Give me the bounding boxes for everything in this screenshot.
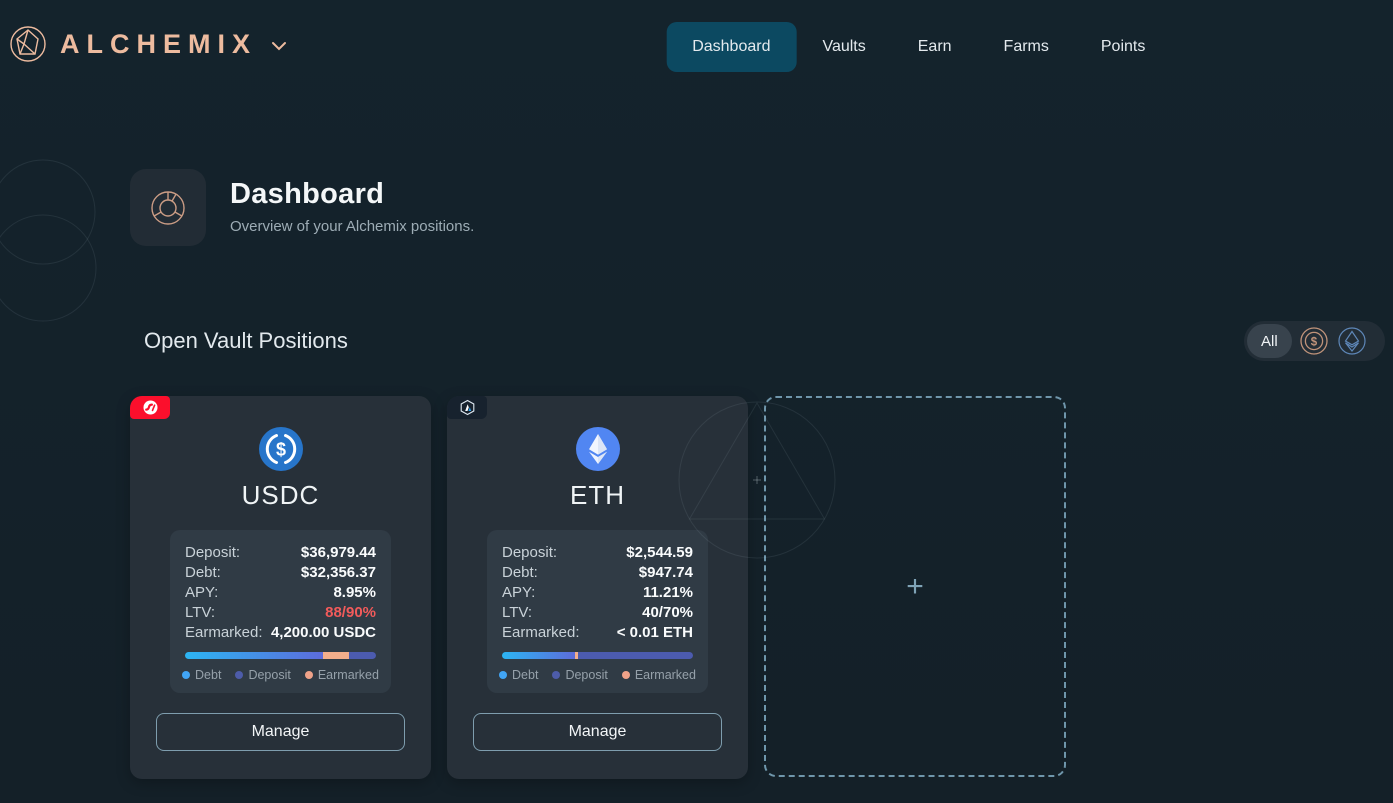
alchemix-gem-icon (10, 26, 46, 62)
filter-usdc-button[interactable]: $ (1298, 325, 1330, 357)
manage-button[interactable]: Manage (156, 713, 405, 751)
stat-row-debt: Debt: $947.74 (502, 563, 693, 583)
stat-label: Deposit: (185, 544, 241, 561)
filter-all-button[interactable]: All (1247, 324, 1292, 358)
deco-circle-1 (0, 159, 96, 265)
stat-value: $32,356.37 (300, 564, 376, 581)
arbitrum-icon (460, 399, 474, 416)
stat-label: Deposit: (502, 544, 558, 561)
chevron-down-icon (272, 42, 286, 51)
vault-stats-panel: Deposit: $36,979.44 Debt: $32,356.37 APY… (170, 530, 391, 693)
deposit-dot-icon (552, 671, 561, 679)
stat-value: 11.21% (642, 584, 693, 601)
usdc-token-icon: $ (258, 427, 303, 471)
stat-row-earmarked: Earmarked: < 0.01 ETH (502, 623, 693, 643)
stat-label: LTV: (185, 604, 216, 621)
vault-stats-panel: Deposit: $2,544.59 Debt: $947.74 APY: 11… (487, 530, 708, 693)
bar-segment-debt (185, 652, 324, 659)
top-navigation-bar: ALCHEMIX Dashboard Vaults Earn Farms Poi… (0, 0, 1393, 93)
main-nav: Dashboard Vaults Earn Farms Points (666, 22, 1171, 72)
page-header: Dashboard Overview of your Alchemix posi… (230, 178, 474, 235)
bar-legend: Debt Deposit Earmarked (499, 668, 696, 682)
bar-segment-deposit (578, 652, 693, 659)
manage-button[interactable]: Manage (473, 713, 722, 751)
alchemix-logo[interactable]: ALCHEMIX (8, 24, 287, 64)
stat-label: APY: (502, 584, 536, 601)
bar-segment-deposit (349, 652, 376, 659)
stat-row-deposit: Deposit: $2,544.59 (502, 543, 693, 563)
bar-segment-earmarked (323, 652, 350, 659)
stat-value: $36,979.44 (300, 544, 376, 561)
bar-legend: Debt Deposit Earmarked (182, 668, 379, 682)
deco-circle-2 (0, 214, 97, 322)
stat-row-earmarked: Earmarked: 4,200.00 USDC (185, 623, 376, 643)
plus-icon: + (906, 569, 924, 603)
deposit-dot-icon (235, 671, 244, 679)
svg-text:$: $ (275, 440, 285, 460)
stat-value-ltv-warning: 88/90% (325, 604, 376, 621)
filter-eth-button[interactable] (1336, 325, 1368, 357)
tab-farms[interactable]: Farms (1003, 38, 1049, 55)
stat-label: Earmarked: (502, 624, 580, 641)
stat-label: LTV: (502, 604, 533, 621)
page-subtitle: Overview of your Alchemix positions. (230, 218, 475, 235)
token-name: USDC (241, 480, 320, 510)
usdc-coin-icon: $ (1300, 327, 1328, 355)
tab-earn[interactable]: Earn (917, 38, 952, 55)
earmarked-dot-icon (621, 671, 630, 679)
vault-filter-group: All $ (1244, 321, 1385, 361)
vault-cards-row: $ USDC Deposit: $36,979.44 Debt: $32,356… (130, 396, 1066, 779)
arbitrum-network-badge (447, 396, 487, 419)
vault-card-usdc: $ USDC Deposit: $36,979.44 Debt: $32,356… (130, 396, 431, 779)
optimism-icon (143, 400, 157, 415)
page-title: Dashboard (230, 178, 385, 210)
earmarked-dot-icon (304, 671, 313, 679)
debt-dot-icon (499, 671, 508, 679)
stat-row-ltv: LTV: 40/70% (502, 603, 693, 623)
tab-vaults[interactable]: Vaults (822, 38, 866, 55)
optimism-network-badge (130, 396, 170, 419)
stat-value: < 0.01 ETH (616, 624, 693, 641)
donut-chart-icon (151, 190, 185, 225)
stat-row-deposit: Deposit: $36,979.44 (185, 543, 376, 563)
bar-segment-earmarked (574, 652, 579, 659)
stat-value: 8.95% (333, 584, 376, 601)
tab-points[interactable]: Points (1100, 38, 1146, 55)
legend-debt: Debt (499, 668, 538, 682)
legend-earmarked: Earmarked (621, 668, 696, 682)
alchemix-logo-text: ALCHEMIX (60, 28, 257, 59)
stat-value: 40/70% (642, 604, 693, 621)
token-name: ETH (570, 480, 625, 510)
stat-row-apy: APY: 11.21% (502, 583, 693, 603)
legend-deposit: Deposit (235, 668, 291, 682)
position-bar (185, 652, 376, 659)
debt-dot-icon (182, 671, 191, 679)
add-vault-slot[interactable]: + (764, 396, 1066, 777)
eth-coin-icon (1338, 327, 1366, 355)
stat-value: 4,200.00 USDC (270, 624, 376, 641)
legend-debt: Debt (182, 668, 221, 682)
position-bar (502, 652, 693, 659)
stat-label: Debt: (502, 564, 538, 581)
stat-value: $2,544.59 (626, 544, 693, 561)
section-title: Open Vault Positions (144, 328, 348, 353)
svg-text:$: $ (1310, 336, 1317, 348)
dashboard-header-icon-box (130, 169, 206, 246)
stat-label: Debt: (185, 564, 221, 581)
bar-segment-debt (502, 652, 575, 659)
stat-label: APY: (185, 584, 219, 601)
stat-row-apy: APY: 8.95% (185, 583, 376, 603)
eth-token-icon (575, 427, 620, 471)
legend-earmarked: Earmarked (304, 668, 379, 682)
stat-row-debt: Debt: $32,356.37 (185, 563, 376, 583)
stat-value: $947.74 (638, 564, 693, 581)
tab-dashboard[interactable]: Dashboard (666, 22, 797, 72)
legend-deposit: Deposit (552, 668, 608, 682)
stat-label: Earmarked: (185, 624, 263, 641)
vault-card-eth: ETH Deposit: $2,544.59 Debt: $947.74 APY… (447, 396, 748, 779)
stat-row-ltv: LTV: 88/90% (185, 603, 376, 623)
